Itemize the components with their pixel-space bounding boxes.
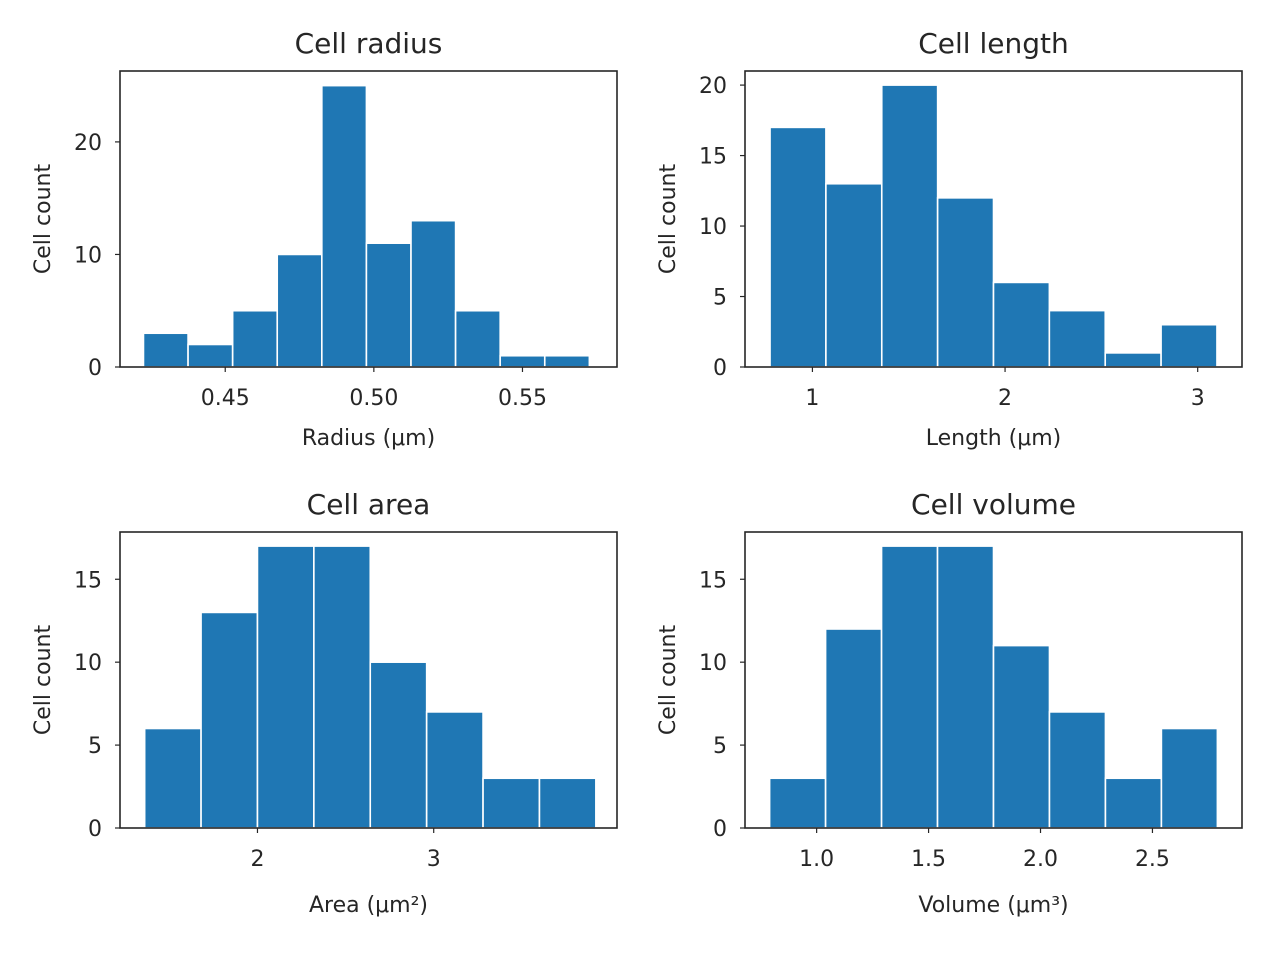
axes-frame [119, 531, 618, 829]
y-axis-label: Cell count [656, 625, 681, 736]
histogram-bar [499, 354, 546, 368]
y-axis-label: Cell count [31, 625, 56, 736]
y-tick-label: 5 [713, 734, 727, 759]
x-tick-label: 0.50 [349, 386, 398, 411]
y-tick-label: 10 [74, 243, 102, 268]
histogram-bar [313, 545, 372, 829]
y-tick-label: 20 [74, 131, 102, 156]
histogram-bar [256, 545, 315, 829]
histogram-bar [936, 545, 995, 829]
histogram-bar [143, 727, 202, 829]
histogram-bar [454, 309, 501, 368]
panel-cell-radius: 0.45 0.50 0.55 0 10 20 Cell radius Radius (μm) C… [31, 27, 618, 451]
axes-frame [744, 70, 1243, 368]
histogram-bar [142, 332, 189, 368]
x-tick-label: 0.55 [498, 386, 547, 411]
x-tick-label: 2.0 [1023, 847, 1058, 872]
histogram-bar [1104, 777, 1163, 829]
x-axis-label: Length (μm) [926, 426, 1061, 451]
histogram-bar [880, 84, 939, 368]
x-tick-label: 1.0 [799, 847, 834, 872]
y-tick-label: 0 [713, 356, 727, 381]
x-tick-label: 2.5 [1135, 847, 1170, 872]
histogram-bar [482, 777, 541, 829]
x-tick-label: 0.45 [201, 386, 250, 411]
histogram-bar [200, 611, 259, 829]
y-tick-label: 0 [713, 817, 727, 842]
y-tick-label: 10 [74, 651, 102, 676]
x-axis-label: Radius (μm) [302, 426, 435, 451]
y-tick-label: 15 [699, 145, 727, 170]
histogram-bar [992, 281, 1051, 368]
histogram-bar [1160, 323, 1218, 368]
y-tick-label: 10 [699, 651, 727, 676]
histogram-bar [538, 777, 597, 829]
y-tick-label: 15 [74, 568, 102, 593]
histogram-bar [769, 126, 827, 368]
x-tick-label: 1 [805, 386, 819, 411]
chart-title-volume: Cell volume [911, 488, 1076, 521]
histogram-bar [276, 253, 323, 368]
histogram-bar [1048, 711, 1107, 829]
y-tick-label: 20 [699, 74, 727, 99]
chart-title-length: Cell length [918, 27, 1069, 60]
histogram-bar [992, 644, 1051, 829]
chart-title-radius: Cell radius [295, 27, 443, 60]
y-tick-label: 5 [88, 734, 102, 759]
histogram-bar [410, 219, 457, 368]
y-tick-label: 0 [88, 356, 102, 381]
y-tick-label: 5 [713, 286, 727, 311]
histogram-bar [1160, 727, 1219, 829]
x-tick-label: 1.5 [911, 847, 946, 872]
x-tick-label: 2 [250, 847, 264, 872]
histogram-bar [425, 711, 484, 829]
histogram-bar [369, 661, 428, 829]
histogram-bar [1048, 309, 1107, 368]
histogram-bar [321, 84, 368, 368]
histogram-bar [936, 197, 995, 368]
histogram-bar [543, 354, 591, 368]
panel-cell-area: 2 3 0 5 10 15 Cell area Area (μm²) Cell count [31, 488, 618, 918]
histogram-bar [825, 182, 883, 368]
x-axis-label: Volume (μm³) [918, 893, 1068, 918]
histogram-bar [768, 777, 827, 829]
histogram-bar [824, 628, 883, 829]
histogram-bar [365, 242, 412, 368]
y-tick-label: 15 [699, 568, 727, 593]
histogram-bar [1104, 352, 1162, 368]
x-tick-label: 3 [1191, 386, 1205, 411]
panel-cell-length: 1 2 3 0 5 10 15 20 Cell length Length (μm) Cell co… [656, 27, 1243, 451]
chart-title-area: Cell area [307, 488, 431, 521]
histogram-bar [231, 309, 279, 368]
y-tick-label: 10 [699, 215, 727, 240]
x-tick-label: 3 [427, 847, 441, 872]
panel-cell-volume: 1.0 1.5 2.0 2.5 0 5 10 15 Cell volume Volume (μm³… [656, 488, 1243, 918]
axes-frame [744, 531, 1243, 829]
histogram-bar [880, 545, 939, 829]
y-tick-label: 0 [88, 817, 102, 842]
y-axis-label: Cell count [31, 164, 56, 275]
histogram-bar [187, 343, 234, 368]
y-axis-label: Cell count [656, 164, 681, 275]
axes-frame [119, 70, 618, 368]
x-axis-label: Area (μm²) [309, 893, 428, 918]
x-tick-label: 2 [998, 386, 1012, 411]
